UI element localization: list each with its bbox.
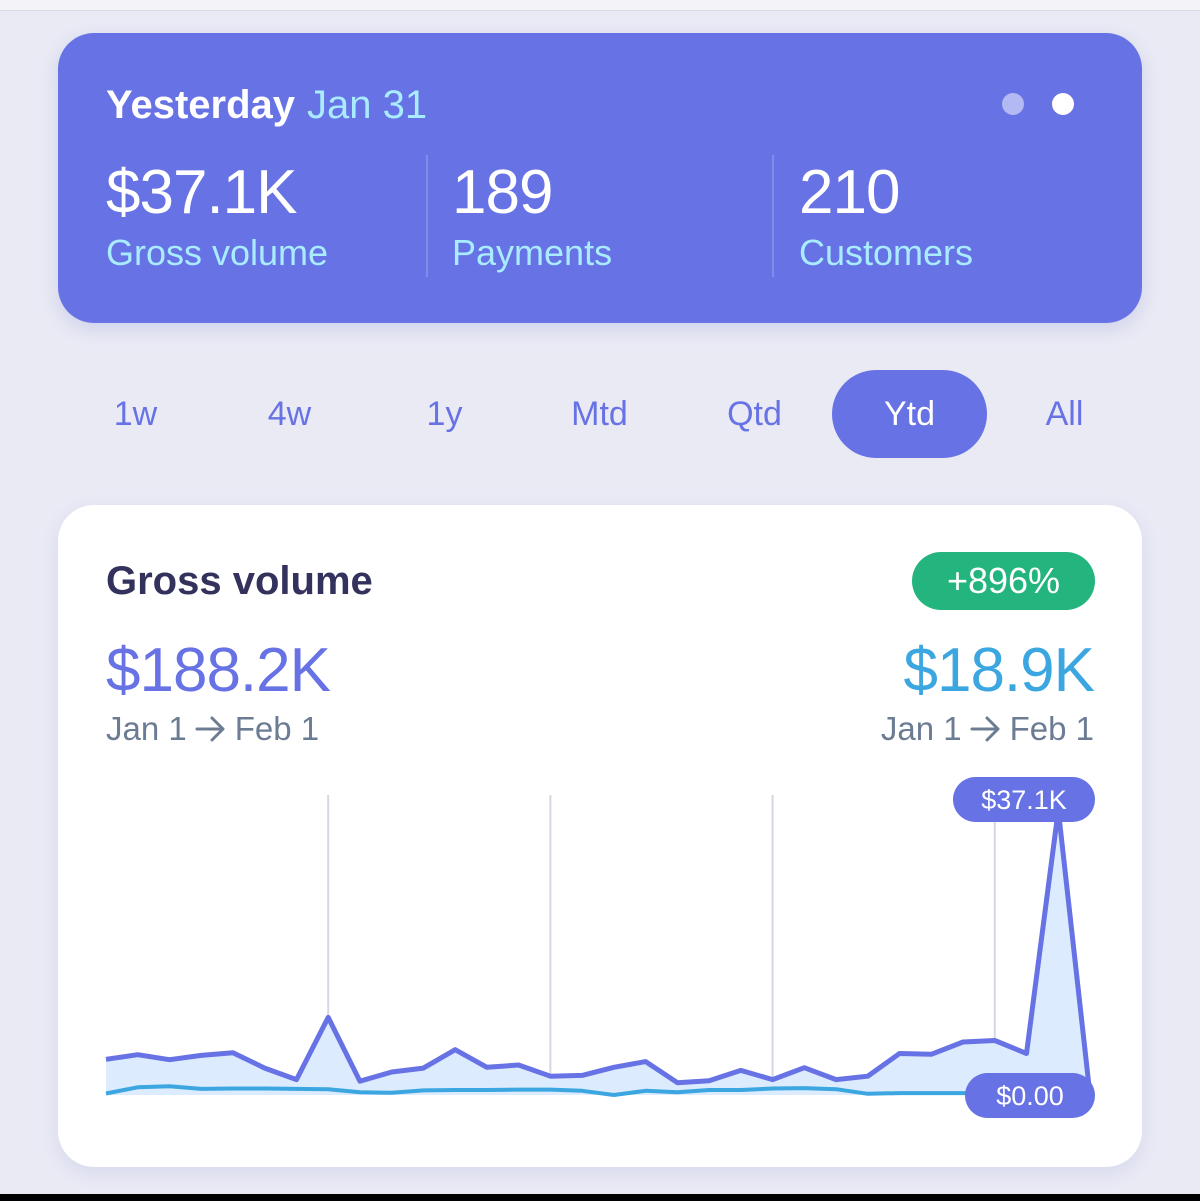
metric-label: Customers — [799, 232, 974, 273]
previous-period-range: Jan 1 Feb 1 — [881, 710, 1094, 748]
metric-gross-volume: $37.1K Gross volume — [106, 155, 328, 277]
min-value-label: $0.00 — [996, 1081, 1064, 1111]
metric-label: Payments — [452, 232, 613, 273]
metric-label: Gross volume — [106, 232, 329, 273]
series-previous-line — [105, 1084, 1090, 1097]
pager-dots[interactable] — [1002, 93, 1074, 115]
status-strip — [0, 0, 1200, 11]
metric-divider — [772, 155, 774, 277]
tab-ytd[interactable]: Ytd — [832, 370, 987, 458]
summary-title: Yesterday Jan 31 — [106, 83, 427, 128]
tab-qtd[interactable]: Qtd — [727, 394, 782, 433]
tab-1y[interactable]: 1y — [426, 394, 463, 433]
range-start: Jan 1 — [106, 710, 187, 747]
change-badge: +896% — [912, 552, 1095, 610]
range-end: Feb 1 — [234, 710, 320, 747]
current-period-amount: $188.2K — [106, 636, 331, 705]
series-current-line — [105, 807, 1093, 1096]
summary-card[interactable]: Yesterday Jan 31 $37.1K Gross volume 189 … — [58, 33, 1142, 323]
gross-volume-card[interactable]: Gross volume +896% $188.2K $18.9K Jan 1 … — [58, 505, 1142, 1167]
gross-volume-chart[interactable]: $37.1K $0.00 — [58, 505, 1142, 1167]
bottom-edge — [0, 1194, 1200, 1201]
previous-period-amount: $18.9K — [903, 636, 1095, 705]
min-value-tooltip: $0.00 — [965, 1073, 1095, 1118]
current-period-range: Jan 1 Feb 1 — [106, 710, 319, 748]
tab-4w[interactable]: 4w — [267, 394, 312, 433]
max-value-label: $37.1K — [981, 785, 1067, 815]
range-end: Feb 1 — [1009, 710, 1094, 747]
metric-value: 189 — [452, 158, 553, 227]
pager-dot-1[interactable] — [1002, 93, 1024, 115]
metric-value: $37.1K — [106, 158, 298, 227]
gross-volume-title: Gross volume — [106, 559, 373, 603]
summary-date: Jan 31 — [307, 83, 428, 127]
tab-all[interactable]: All — [1045, 394, 1084, 433]
series-current-area — [106, 810, 1090, 1095]
pager-dot-2[interactable] — [1052, 93, 1074, 115]
metric-value: 210 — [799, 158, 900, 227]
arrow-right-icon — [195, 715, 227, 743]
metric-payments: 189 Payments — [452, 155, 612, 277]
summary-title-label: Yesterday — [106, 83, 296, 127]
arrow-right-icon — [970, 715, 1002, 743]
metric-divider — [426, 155, 428, 277]
range-start: Jan 1 — [880, 710, 962, 747]
period-tabs: 1w 4w 1y Mtd Qtd Ytd All — [58, 370, 1142, 460]
max-value-tooltip: $37.1K — [953, 777, 1095, 822]
tab-mtd[interactable]: Mtd — [571, 394, 628, 433]
tab-1w[interactable]: 1w — [113, 394, 158, 433]
metric-customers: 210 Customers — [799, 155, 973, 277]
